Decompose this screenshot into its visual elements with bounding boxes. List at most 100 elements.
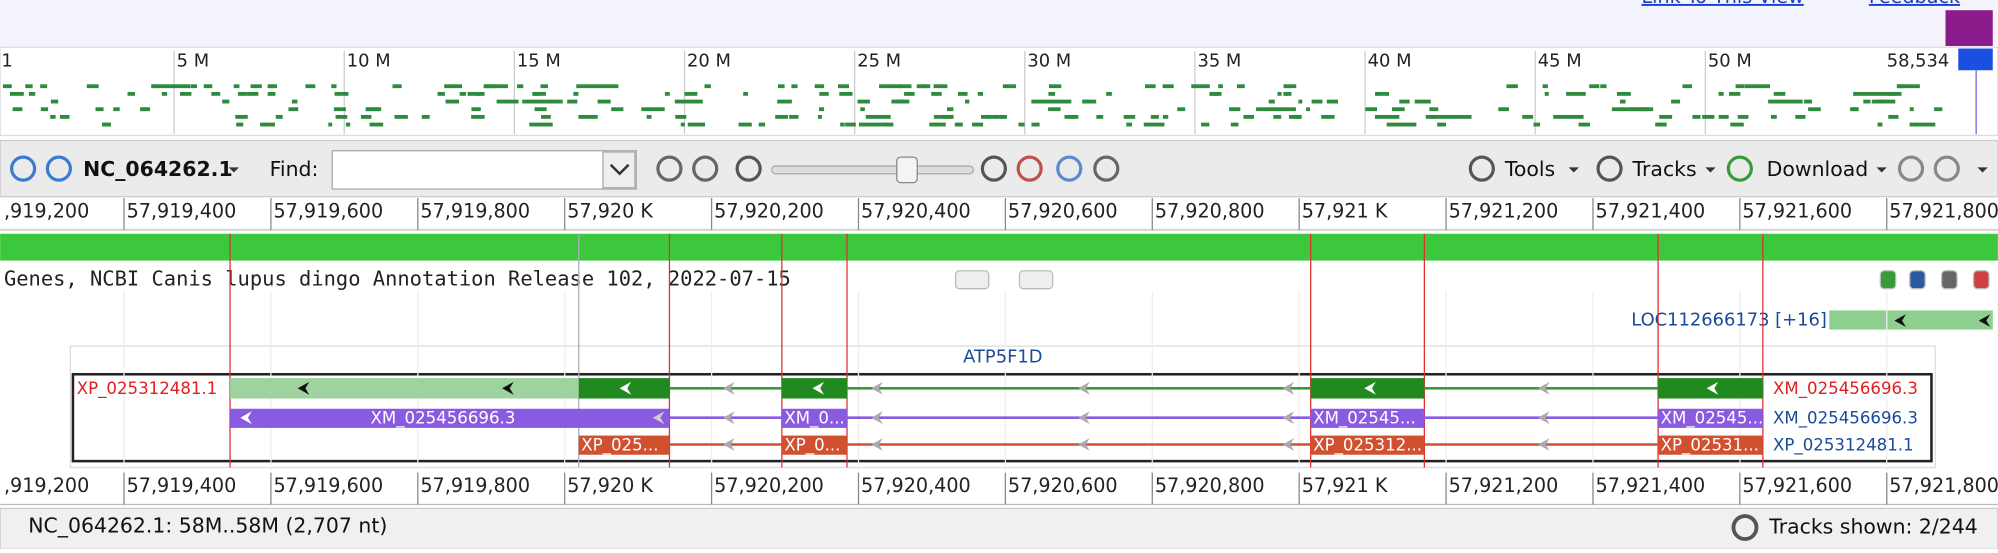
zoom-slider[interactable] [770,165,975,175]
overview-feature [964,99,970,104]
toolbar-button[interactable]: NC_064262.1 [83,157,233,181]
ruler-tick-label: 57,921,400 [1596,474,1706,497]
toolbar-label: Find: [270,157,319,181]
toolbar-icon[interactable] [1897,155,1925,182]
mrna-label: XM_025456696.3 [371,408,516,428]
overview-feature [534,107,547,112]
track-control[interactable] [1018,270,1054,290]
overview-feature [1256,107,1296,112]
overview-feature [891,84,901,89]
cds[interactable] [578,435,670,455]
dropdown-arrow[interactable] [1705,167,1716,173]
overview-feature [1578,122,1590,127]
overview-feature [1326,99,1339,104]
overview-feature [1018,122,1025,127]
track-control[interactable] [1909,270,1926,290]
link[interactable]: Link To This View [1642,0,1804,8]
overview-feature [837,84,849,89]
cds[interactable] [1310,435,1425,455]
toolbar-icon[interactable] [1056,155,1083,182]
toolbar-icon[interactable] [1016,155,1043,182]
toolbar-icon[interactable] [735,155,762,182]
overview-feature [1768,99,1803,104]
cds[interactable] [781,435,847,455]
overview-feature [1086,99,1097,104]
strand-arrow [812,381,825,395]
toolbar-icon[interactable] [980,155,1007,182]
dropdown-arrow[interactable] [1876,167,1887,173]
dropdown-arrow[interactable] [1977,167,1988,173]
mrna-exon[interactable] [1658,408,1763,428]
overview-feature [1863,99,1871,104]
overview-feature [1432,114,1472,119]
overview-feature [1162,114,1169,119]
toolbar-icon[interactable] [45,155,72,182]
overview-feature [1399,99,1410,104]
overview-feature [333,107,346,112]
utr[interactable] [230,378,579,399]
ruler-tick-label: ,919,200 [4,200,89,223]
toolbar-icon[interactable] [1933,155,1960,182]
overview-feature [920,84,931,89]
dropdown-arrow[interactable] [1568,167,1579,173]
feature-label[interactable]: XP_025312481.1 [77,379,218,399]
toolbar-button[interactable]: Tools [1504,157,1555,181]
ruler-tick-label: 57,920,600 [1008,474,1118,497]
find-dropdown[interactable] [602,151,636,189]
overview-feature [437,91,445,96]
settings-icon[interactable] [1731,514,1759,541]
gene-label[interactable]: ATP5F1D [963,347,1042,368]
dropdown-arrow[interactable] [228,167,239,173]
toolbar-icon[interactable] [656,155,683,182]
toolbar-icon[interactable] [692,155,719,182]
strand-arrow [871,438,883,451]
toolbar-icon[interactable] [1726,155,1753,182]
strand-arrow [240,411,252,425]
cds[interactable] [1658,435,1763,455]
ruler-tick-label: 57,920 K [567,200,653,223]
overview-feature [845,122,856,127]
mrna-exon[interactable] [230,408,670,428]
overview-feature [664,91,670,96]
overview-feature [819,91,829,96]
locus-feature[interactable] [1829,310,1993,330]
track-control[interactable] [1972,270,1990,290]
overview-feature [1292,114,1302,119]
feature-label[interactable]: XP_025312481.1 [1773,435,1914,455]
track-control[interactable] [1879,270,1897,290]
overview-feature [819,107,825,112]
overview-marker[interactable] [1958,48,1993,71]
overview-feature [421,114,430,119]
toolbar-button[interactable]: Tracks [1632,157,1697,181]
overview-feature [1277,91,1282,96]
track-control[interactable] [954,270,990,290]
overview-feature [260,122,266,127]
top-bar [0,0,1998,48]
mrna-exon[interactable] [1310,408,1425,428]
overview-feature [775,114,788,119]
toolbar-icon[interactable] [1468,155,1495,182]
find-input[interactable] [331,150,637,190]
toolbar-icon[interactable] [10,155,37,182]
overview-feature [533,91,540,96]
toolbar-button[interactable]: Download [1767,157,1869,181]
overview-feature [141,107,148,112]
overview-feature [369,122,384,127]
status-tracks[interactable]: Tracks shown: 2/244 [1768,515,1978,539]
overview-feature [947,107,954,112]
overview-feature [839,91,853,96]
overview-feature [246,91,259,96]
toolbar-icon[interactable] [1093,155,1120,182]
feature-label[interactable]: XM_025456696.3 [1773,408,1918,428]
mrna-exon[interactable] [781,408,847,428]
feature-label[interactable]: XM_025456696.3 [1773,379,1918,399]
overview-feature [1162,84,1174,89]
track-control[interactable] [1941,270,1958,290]
zoom-handle[interactable] [896,156,918,184]
link[interactable]: Feedback [1869,0,1961,8]
overview-feature [1201,122,1210,127]
toolbar-icon[interactable] [1596,155,1623,182]
locus-label[interactable]: LOC112666173 [+16] [1631,310,1827,331]
overview-feature [250,84,262,89]
